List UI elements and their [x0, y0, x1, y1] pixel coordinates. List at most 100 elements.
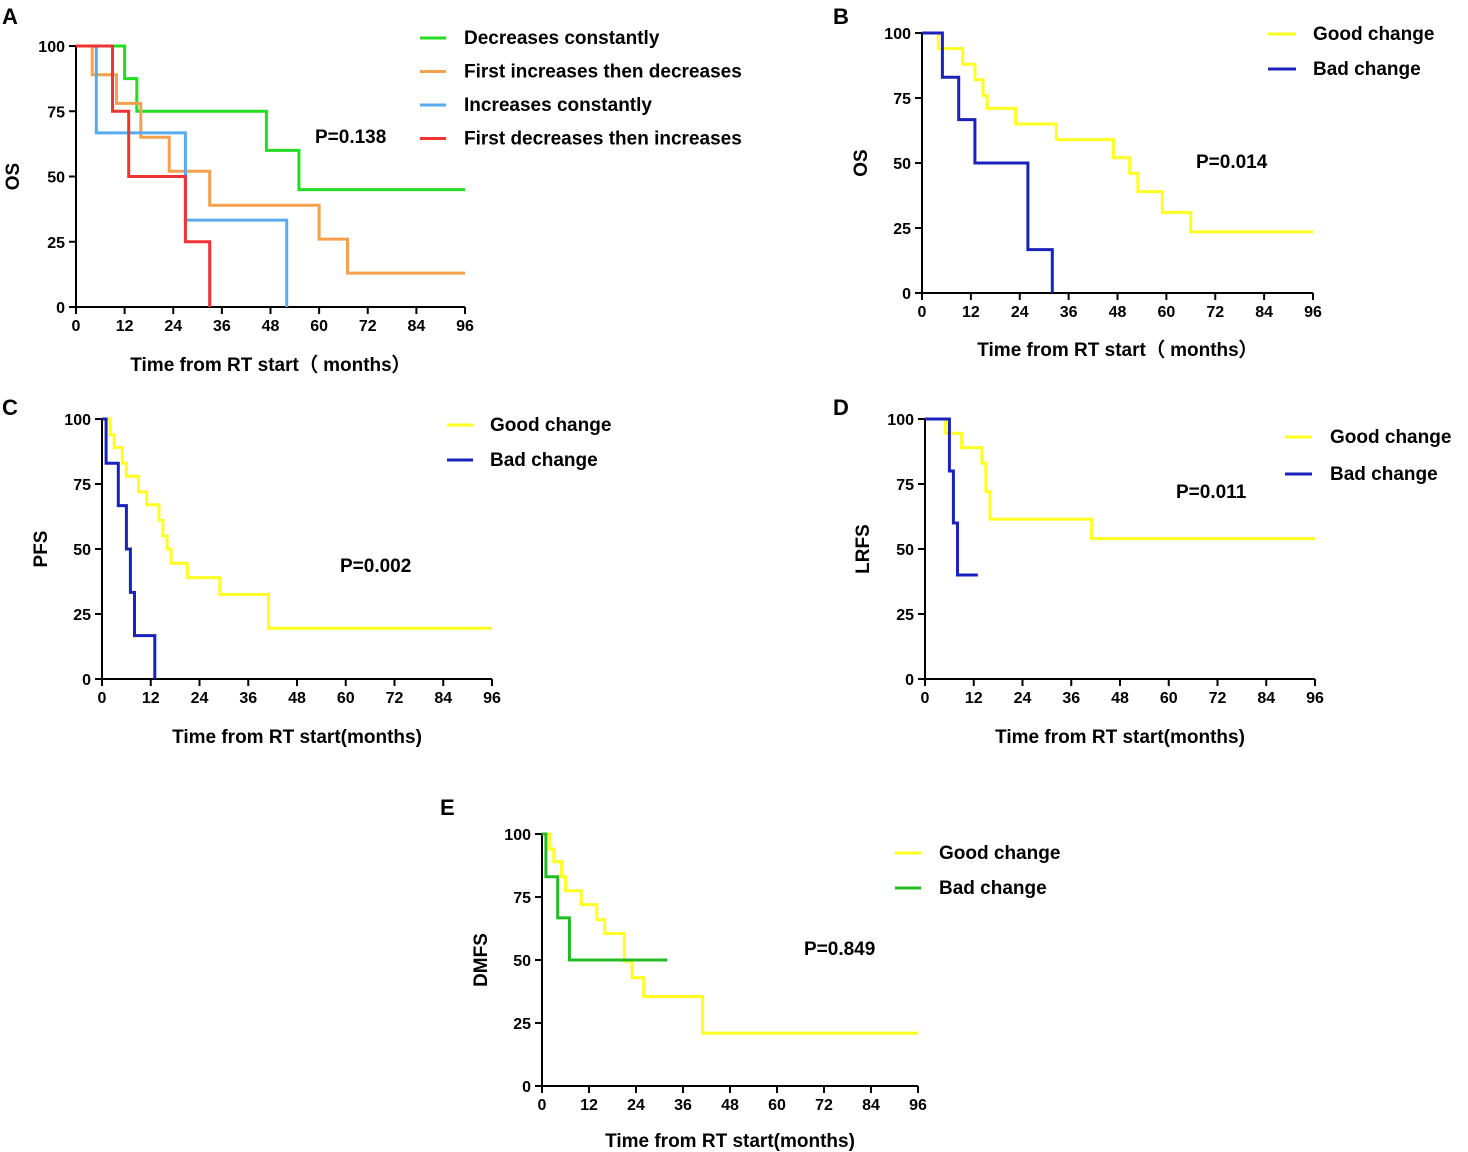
panel-d: D 0 12 24 36 48 60 72 84 96 0 25 50 75 100 Time from R…	[833, 395, 1451, 748]
km-curve-bad-change	[542, 832, 668, 962]
km-curve-first-increases-then-decreases	[76, 44, 465, 275]
legend-label: Good change	[490, 415, 611, 436]
legend-label: Bad change	[1330, 464, 1438, 485]
x-tick-label: 84	[407, 318, 425, 335]
x-tick-label: 60	[1160, 690, 1178, 707]
y-axis-title: PFS	[31, 531, 52, 568]
x-tick-label: 12	[116, 318, 134, 335]
y-tick-label: 100	[884, 26, 911, 43]
legend-label: First increases then decreases	[464, 62, 742, 83]
panel-b: B 0 12 24 36 48 60 72 84 96 0 25 50 75 100 Time from R…	[833, 4, 1434, 361]
km-curve-good-change	[925, 417, 1315, 541]
y-axis-title: DMFS	[471, 933, 492, 987]
y-tick-label: 0	[905, 672, 914, 689]
y-tick-label: 50	[893, 156, 911, 173]
y-axis-title: LRFS	[853, 524, 874, 574]
y-tick-label: 0	[902, 286, 911, 303]
x-tick-label: 96	[483, 690, 501, 707]
x-axis-title: Time from RT start（ months）	[977, 338, 1257, 361]
x-tick-label: 12	[142, 690, 160, 707]
y-tick-label: 75	[47, 104, 65, 121]
panel-a-letter: A	[2, 4, 18, 29]
x-tick-label: 36	[1060, 304, 1078, 321]
y-tick-label: 100	[38, 39, 65, 56]
x-tick-label: 12	[962, 304, 980, 321]
x-axis-title: Time from RT start(months)	[995, 727, 1245, 748]
panel-b-legend: Good change Bad change	[1268, 24, 1434, 80]
panel-a-pvalue: P=0.138	[315, 127, 386, 148]
panel-d-pvalue: P=0.011	[1176, 482, 1247, 503]
x-tick-label: 84	[862, 1097, 880, 1114]
x-tick-label: 72	[1206, 304, 1224, 321]
panel-d-letter: D	[833, 395, 849, 420]
panel-c-letter: C	[2, 395, 18, 420]
y-tick-label: 25	[513, 1016, 531, 1033]
legend-label: Good change	[939, 843, 1060, 864]
panel-d-plot: 0 12 24 36 48 60 72 84 96 0 25 50 75 100 Time from RT …	[853, 412, 1324, 748]
x-tick-label: 24	[1011, 304, 1029, 321]
x-tick-label: 60	[768, 1097, 786, 1114]
x-tick-label: 84	[1257, 690, 1275, 707]
x-tick-label: 72	[386, 690, 404, 707]
km-curve-good-change	[542, 832, 918, 1035]
legend-label: Good change	[1330, 427, 1451, 448]
x-axis-title: Time from RT start（ months）	[130, 353, 410, 376]
y-tick-label: 25	[893, 221, 911, 238]
x-axis-title: Time from RT start(months)	[605, 1131, 855, 1152]
panel-a: A 0 12 24 36 48 60 72 84 96 0 25 50 75 100 Time from R…	[2, 4, 742, 376]
y-tick-label: 100	[64, 412, 91, 429]
x-tick-label: 0	[921, 690, 930, 707]
x-tick-label: 96	[1304, 304, 1322, 321]
panel-a-plot: 0 12 24 36 48 60 72 84 96 0 25 50 75 100 Time from RT …	[3, 39, 474, 376]
panel-b-plot: 0 12 24 36 48 60 72 84 96 0 25 50 75 100 Time from RT …	[851, 26, 1322, 361]
km-curve-good-change	[922, 31, 1313, 234]
panel-e-pvalue: P=0.849	[804, 939, 875, 960]
y-tick-label: 25	[896, 607, 914, 624]
x-tick-label: 24	[164, 318, 182, 335]
y-tick-label: 25	[47, 235, 65, 252]
legend-label: Bad change	[490, 450, 598, 471]
panel-c-plot: 0 12 24 36 48 60 72 84 96 0 25 50 75 100 Time from RT …	[31, 412, 501, 748]
legend-label: Good change	[1313, 24, 1434, 45]
y-tick-label: 75	[73, 477, 91, 494]
x-tick-label: 72	[359, 318, 377, 335]
y-axis-title: OS	[3, 163, 24, 190]
panel-c-pvalue: P=0.002	[340, 556, 411, 577]
x-tick-label: 48	[1111, 690, 1129, 707]
km-curve-decreases-constantly	[76, 44, 465, 192]
x-tick-label: 84	[1255, 304, 1273, 321]
y-tick-label: 50	[513, 953, 531, 970]
y-tick-label: 100	[504, 827, 531, 844]
x-tick-label: 12	[580, 1097, 598, 1114]
x-tick-label: 60	[337, 690, 355, 707]
km-curve-bad-change	[922, 31, 1054, 293]
y-tick-label: 50	[47, 170, 65, 187]
x-tick-label: 36	[213, 318, 231, 335]
x-tick-label: 36	[239, 690, 257, 707]
x-tick-label: 0	[98, 690, 107, 707]
x-tick-label: 0	[918, 304, 927, 321]
panel-b-letter: B	[833, 4, 849, 29]
x-tick-label: 96	[909, 1097, 927, 1114]
x-tick-label: 0	[72, 318, 81, 335]
y-tick-label: 75	[896, 477, 914, 494]
x-tick-label: 48	[721, 1097, 739, 1114]
legend-label: Bad change	[939, 878, 1047, 899]
x-tick-label: 72	[815, 1097, 833, 1114]
x-tick-label: 36	[674, 1097, 692, 1114]
legend-label: First decreases then increases	[464, 129, 742, 150]
x-tick-label: 48	[288, 690, 306, 707]
y-tick-label: 0	[522, 1079, 531, 1096]
y-tick-label: 100	[887, 412, 914, 429]
x-tick-label: 60	[310, 318, 328, 335]
y-tick-label: 50	[73, 542, 91, 559]
x-tick-label: 60	[1157, 304, 1175, 321]
x-tick-label: 48	[1109, 304, 1127, 321]
panel-e-plot: 0 12 24 36 48 60 72 84 96 0 25 50 75 100 Time from RT …	[471, 827, 927, 1152]
panel-e-legend: Good change Bad change	[895, 843, 1060, 899]
panel-a-legend: Decreases constantly First increases then…	[420, 28, 742, 150]
panel-c: C 0 12 24 36 48 60 72 84 96 0 25 50 75 100 Time from R…	[2, 395, 611, 748]
y-tick-label: 75	[893, 91, 911, 108]
km-curve-first-decreases-then-increases	[76, 44, 212, 307]
